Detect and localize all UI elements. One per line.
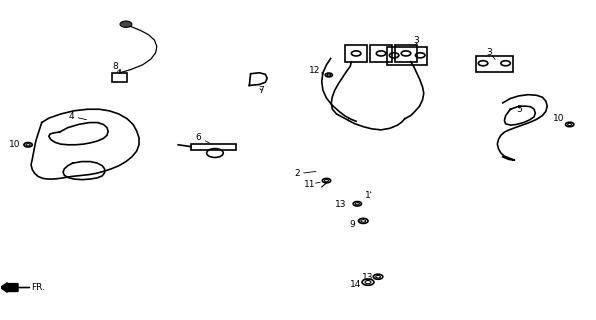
Circle shape <box>375 276 380 278</box>
Text: 5: 5 <box>516 105 522 114</box>
FancyArrow shape <box>0 283 18 292</box>
Text: FR.: FR. <box>31 283 45 292</box>
Text: 3: 3 <box>486 48 492 57</box>
Bar <box>395 45 417 62</box>
Circle shape <box>567 124 572 125</box>
Text: 6: 6 <box>195 133 201 142</box>
Circle shape <box>361 220 365 222</box>
Bar <box>191 143 235 150</box>
Text: 9: 9 <box>350 220 355 228</box>
Text: 2: 2 <box>294 169 300 178</box>
Text: 10: 10 <box>553 114 565 123</box>
Text: 7: 7 <box>258 86 264 95</box>
Bar <box>111 73 127 82</box>
Circle shape <box>327 74 331 76</box>
Text: 14: 14 <box>350 280 362 289</box>
Text: 8: 8 <box>113 62 118 71</box>
Bar <box>387 47 427 65</box>
Circle shape <box>324 180 328 182</box>
Text: 4: 4 <box>69 112 74 121</box>
Bar <box>476 56 513 72</box>
Circle shape <box>365 281 371 284</box>
Text: 3: 3 <box>414 36 420 44</box>
Text: 13: 13 <box>362 273 374 282</box>
Text: 11: 11 <box>304 180 316 189</box>
Circle shape <box>355 203 359 205</box>
Bar <box>346 45 367 62</box>
Circle shape <box>120 21 132 28</box>
Text: 13: 13 <box>335 200 346 209</box>
Bar <box>370 45 392 62</box>
Text: 1: 1 <box>365 191 371 200</box>
Circle shape <box>26 144 30 146</box>
Text: 12: 12 <box>309 66 320 75</box>
Text: 10: 10 <box>9 140 20 149</box>
